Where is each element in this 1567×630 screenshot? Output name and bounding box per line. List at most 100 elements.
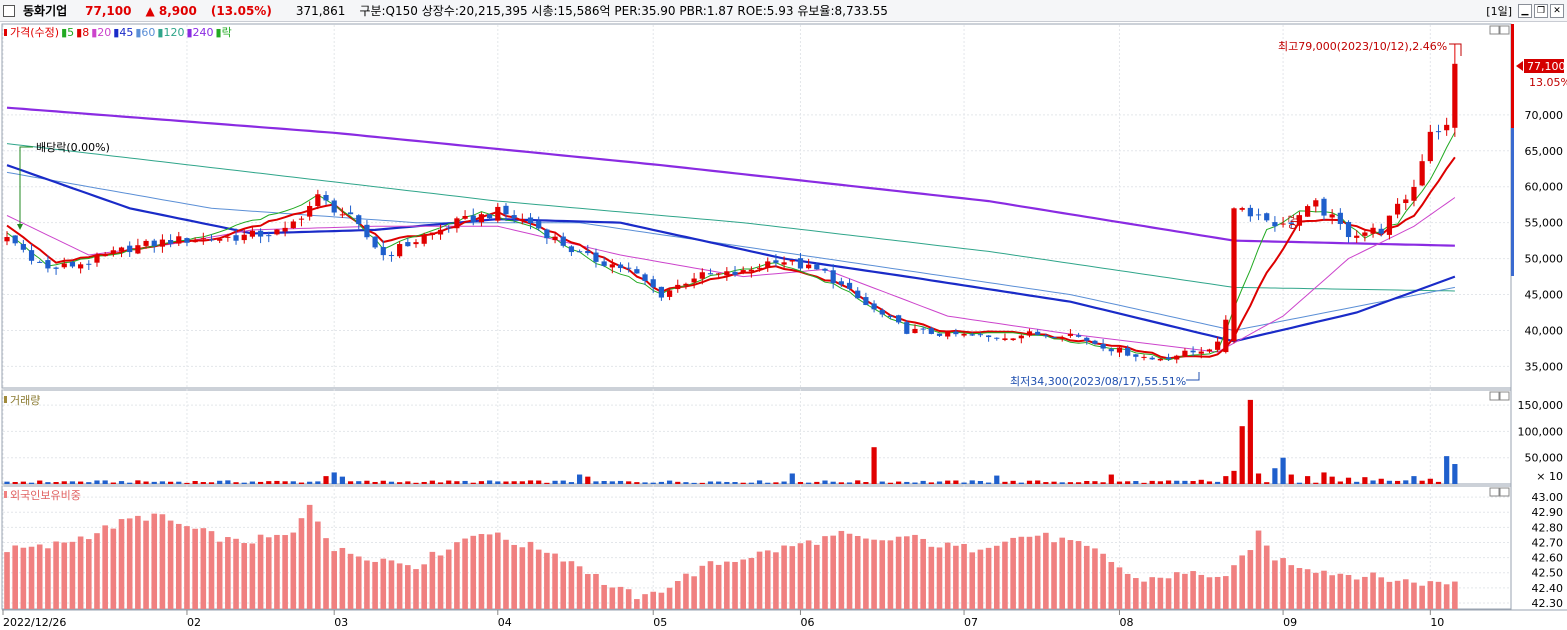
- candle-body: [217, 238, 223, 241]
- volume-bar: [347, 481, 354, 484]
- candle-body: [724, 271, 730, 276]
- volume-bar: [143, 481, 149, 484]
- volume-bar: [904, 481, 910, 484]
- volume-bar: [536, 480, 542, 484]
- volume-panel-close-icon[interactable]: [1499, 391, 1510, 401]
- low-annotation: 최저34,300(2023/08/17),55.51%: [1010, 375, 1186, 388]
- volume-bar: [675, 481, 681, 484]
- volume-bar: [822, 480, 828, 484]
- foreign-bar: [773, 552, 779, 609]
- candle-body: [208, 239, 215, 241]
- foreign-bar: [45, 548, 51, 609]
- volume-bar: [1051, 481, 1057, 484]
- volume-bar: [20, 481, 26, 484]
- select-checkbox[interactable]: [3, 4, 15, 17]
- volume-bar: [920, 480, 926, 484]
- foreign-tick-label: 42.40: [1532, 582, 1564, 595]
- volume-panel[interactable]: [1, 389, 1512, 485]
- volume-bar: [1141, 482, 1147, 484]
- foreign-bar: [486, 534, 493, 609]
- volume-bar: [184, 482, 190, 484]
- candle-body: [1215, 341, 1221, 350]
- foreign-bar: [625, 589, 632, 609]
- price-panel-close-icon[interactable]: [1499, 25, 1510, 35]
- volume-bar: [1174, 480, 1180, 484]
- candle-body: [1133, 354, 1139, 357]
- volume-bar: [609, 481, 615, 484]
- volume-bar: [1190, 481, 1196, 484]
- foreign-bar: [1231, 565, 1237, 609]
- candle-body: [1280, 223, 1286, 225]
- volume-bar: [372, 481, 378, 484]
- foreign-panel-close-icon[interactable]: [1499, 487, 1510, 497]
- volume-bar: [773, 482, 779, 484]
- volume-bar: [413, 482, 419, 484]
- foreign-bar: [1345, 574, 1352, 609]
- volume-bar: [699, 482, 705, 484]
- foreign-bar: [364, 560, 370, 609]
- legend-entry: 45: [119, 26, 133, 39]
- legend-marker: ▮: [61, 26, 67, 39]
- foreign-bar: [1165, 578, 1172, 609]
- foreign-bar: [478, 534, 485, 609]
- minimize-icon[interactable]: ▁: [1518, 4, 1532, 18]
- candle-body: [577, 251, 583, 253]
- price-marker-label: 77,100: [1527, 60, 1566, 73]
- volume-bar: [1411, 476, 1417, 484]
- period-selector[interactable]: [1일]: [1486, 5, 1512, 18]
- volume-bar: [1215, 481, 1221, 484]
- volume-bar: [241, 482, 247, 484]
- volume-bar: [716, 481, 722, 484]
- volume-title: 거래량: [10, 394, 40, 407]
- panel-buttons[interactable]: [1489, 25, 1510, 497]
- candle-body: [45, 260, 51, 269]
- volume-panel-min-icon[interactable]: [1489, 391, 1500, 401]
- volume-bar: [102, 480, 108, 484]
- volume-bar: [1395, 480, 1401, 484]
- candle-body: [675, 284, 681, 290]
- foreign-bar: [683, 573, 689, 609]
- volume-bar: [1337, 481, 1343, 484]
- restore-icon[interactable]: ❐: [1534, 4, 1548, 18]
- volume-bar: [290, 481, 296, 484]
- volume-bar: [806, 482, 812, 484]
- close-icon[interactable]: ✕: [1550, 4, 1564, 18]
- volume-bar: [127, 482, 133, 484]
- volume-bar: [446, 480, 452, 484]
- foreign-bar: [495, 532, 501, 609]
- foreign-bar: [388, 560, 395, 609]
- candle-body: [527, 217, 534, 224]
- foreign-bar: [290, 532, 297, 609]
- candle-body: [634, 269, 640, 274]
- foreign-bar: [748, 557, 755, 609]
- foreign-tick-label: 42.60: [1532, 552, 1564, 565]
- volume-bar: [756, 480, 763, 484]
- candle-body: [822, 268, 828, 271]
- volume-bar: [86, 482, 92, 484]
- volume-bar: [37, 480, 43, 484]
- candle-body: [560, 236, 566, 246]
- foreign-bar: [151, 513, 158, 609]
- foreign-tick-label: 42.30: [1532, 597, 1564, 610]
- candle-body: [225, 236, 231, 238]
- foreign-bar: [584, 574, 591, 609]
- price-panel[interactable]: [1, 23, 1512, 389]
- candle-body: [1264, 213, 1270, 221]
- foreign-panel-min-icon[interactable]: [1489, 487, 1500, 497]
- volume-bar: [1084, 480, 1090, 484]
- foreign-panel[interactable]: [1, 485, 1512, 610]
- stock-name: 동화기업: [23, 4, 68, 18]
- candle-body: [969, 334, 975, 336]
- candle-body: [1288, 222, 1294, 224]
- foreign-bar: [1018, 536, 1025, 609]
- candle-body: [413, 242, 419, 245]
- candle-body: [446, 227, 452, 229]
- price-panel-min-icon[interactable]: [1489, 25, 1500, 35]
- volume-bar: [1157, 481, 1163, 484]
- legend-marker: ▮: [186, 26, 192, 39]
- candle-body: [536, 220, 542, 229]
- volume-bar: [45, 482, 51, 484]
- foreign-bar: [1002, 541, 1008, 609]
- volume-bar: [1305, 476, 1311, 484]
